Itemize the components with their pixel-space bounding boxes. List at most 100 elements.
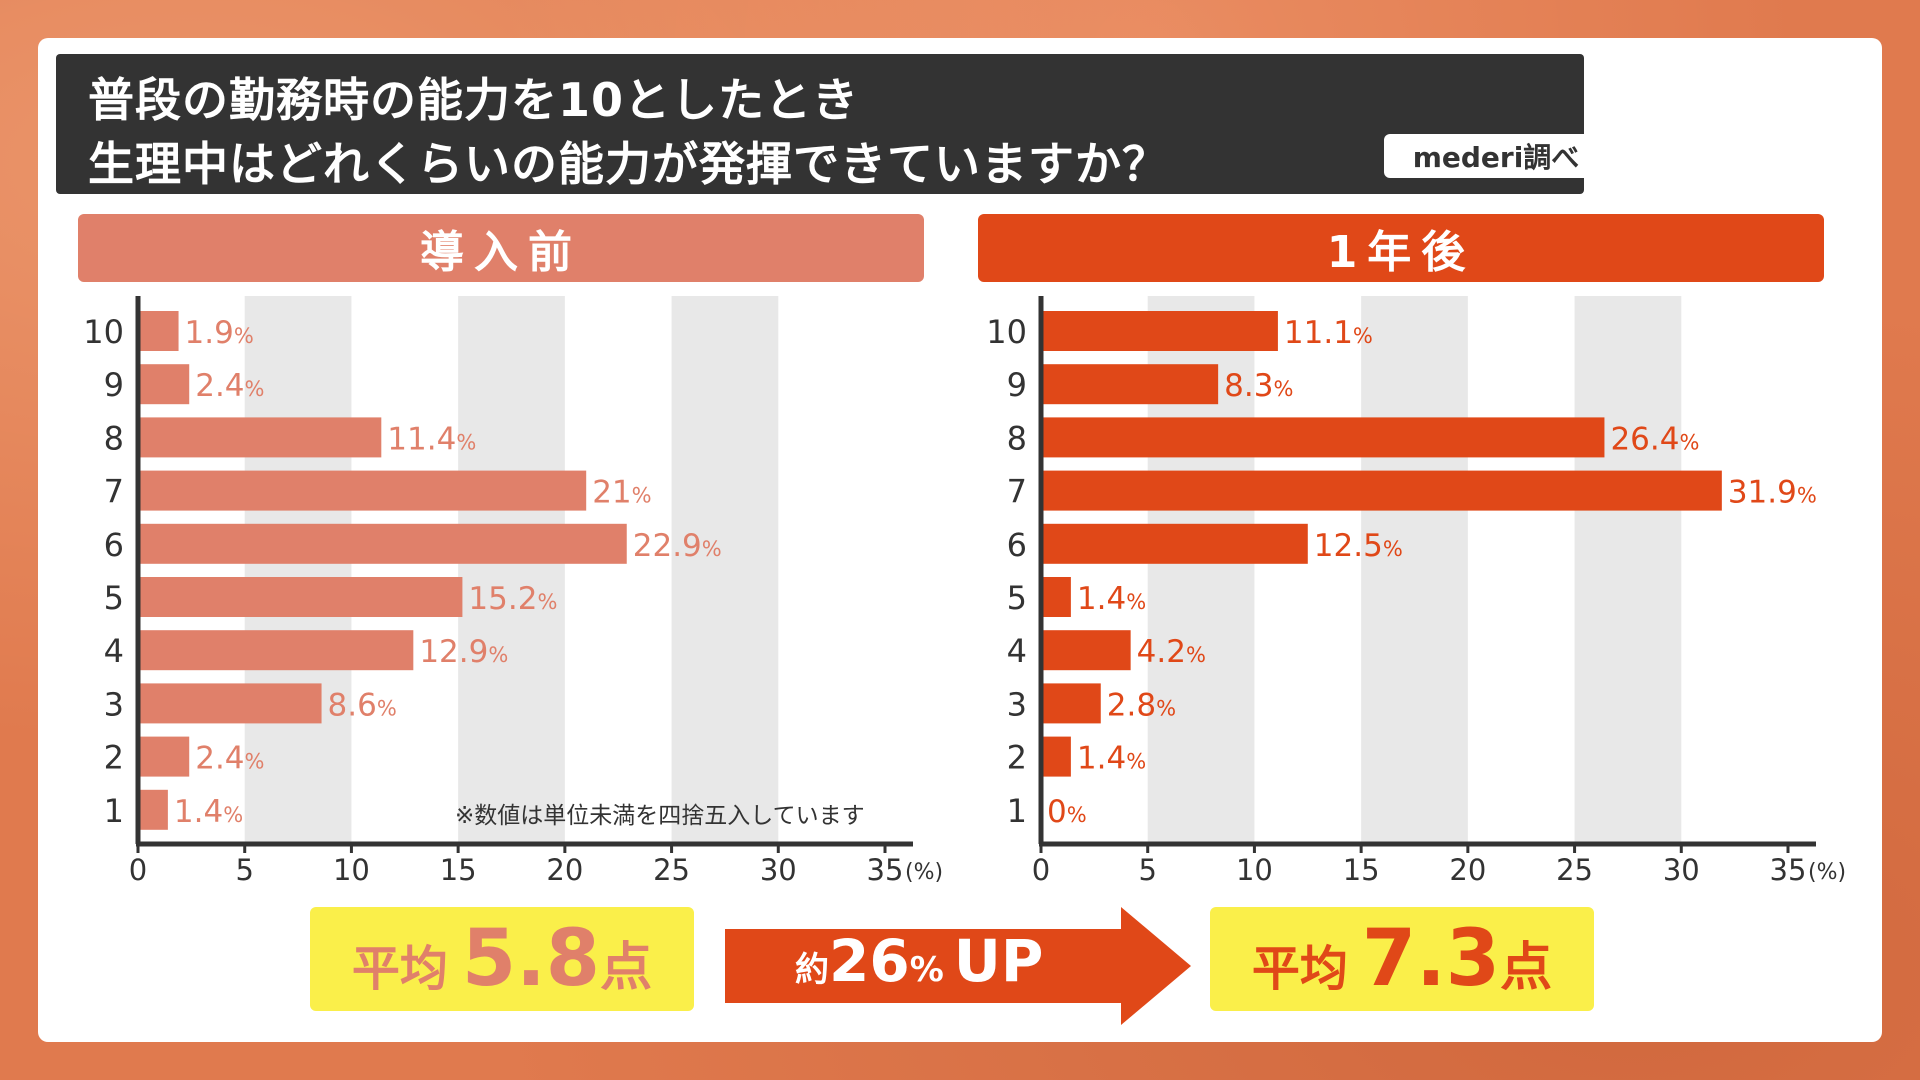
after-category-label: 6 (1007, 526, 1027, 564)
after-category-label: 5 (1007, 579, 1027, 617)
before-tick-label: 15 (440, 853, 477, 887)
after-tick-label: 30 (1663, 853, 1700, 887)
after-category-label: 2 (1007, 739, 1027, 777)
before-bar (138, 683, 322, 724)
score-after-label: 平均 (1251, 941, 1348, 997)
before-grid-band (671, 296, 779, 844)
after-value-label: 4.2% (1137, 634, 1206, 670)
before-tick-label: 10 (333, 853, 370, 887)
before-category-label: 10 (83, 313, 124, 351)
score-after: 平均 7.3 点 (1210, 907, 1594, 1011)
score-after-value: 7.3 (1361, 914, 1501, 1004)
before-value-label: 2.4% (195, 368, 264, 404)
before-bar (138, 577, 463, 617)
change-suffix: UP (953, 927, 1044, 995)
before-bar (138, 470, 587, 511)
change-value: 26 (829, 927, 910, 995)
after-category-label: 9 (1007, 366, 1027, 404)
title-line-2: 生理中はどれくらいの能力が発揮できていますか？ (88, 137, 1169, 191)
before-category-label: 9 (104, 366, 124, 404)
change-arrow: 約 26 % UP (725, 907, 1191, 1025)
before-tick-label: 5 (235, 853, 253, 887)
after-bar (1041, 683, 1101, 724)
after-bar (1041, 523, 1308, 564)
before-category-label: 7 (104, 473, 124, 511)
before-bar (138, 364, 190, 405)
before-category-label: 4 (104, 632, 124, 670)
after-bar (1041, 736, 1071, 777)
after-tick-label: 25 (1556, 853, 1593, 887)
before-grid-band (244, 296, 352, 844)
after-value-label: 11.1% (1284, 315, 1373, 351)
title-line-1: 普段の勤務時の能力を10としたとき (88, 73, 860, 127)
before-category-label: 3 (104, 685, 124, 723)
before-axis-unit: (%) (905, 860, 943, 885)
before-bar (138, 523, 627, 564)
before-bar (138, 311, 179, 351)
before-category-label: 5 (104, 579, 124, 617)
after-grid-band (1361, 296, 1468, 844)
before-grid-band (458, 296, 565, 844)
title-banner: 普段の勤務時の能力を10としたとき 生理中はどれくらいの能力が発揮できていますか… (56, 54, 1608, 194)
after-value-label: 12.5% (1314, 528, 1403, 564)
before-value-label: 8.6% (328, 687, 397, 723)
after-category-label: 3 (1007, 685, 1027, 723)
before-category-label: 8 (104, 419, 124, 457)
before-value-label: 12.9% (419, 634, 508, 670)
after-bar (1041, 630, 1131, 671)
before-bar (138, 630, 414, 671)
after-value-label: 1.4% (1077, 741, 1146, 777)
panel-header-before: 導入前 (78, 214, 924, 282)
after-tick-label: 35 (1770, 853, 1807, 887)
before-value-label: 22.9% (633, 528, 722, 564)
after-value-label: 1.4% (1077, 581, 1146, 617)
after-value-label: 31.9% (1728, 475, 1817, 511)
before-tick-label: 30 (760, 853, 797, 887)
change-prefix: 約 (795, 950, 829, 990)
after-grid-band (1574, 296, 1682, 844)
after-value-label: 0% (1047, 794, 1087, 830)
before-category-label: 1 (104, 792, 124, 830)
before-value-label: 2.4% (195, 741, 264, 777)
after-category-label: 1 (1007, 792, 1027, 830)
footnote: ※数値は単位未満を四捨五入しています (455, 803, 865, 829)
before-value-label: 21% (592, 475, 651, 511)
after-bar (1041, 364, 1219, 405)
before-tick-label: 0 (129, 853, 147, 887)
after-bar (1041, 417, 1605, 458)
before-value-label: 1.4% (174, 794, 243, 830)
before-value-label: 15.2% (468, 581, 557, 617)
before-category-label: 6 (104, 526, 124, 564)
before-category-label: 2 (104, 739, 124, 777)
score-before-label: 平均 (351, 941, 448, 997)
after-category-label: 10 (986, 313, 1027, 351)
before-tick-label: 35 (867, 853, 904, 887)
score-before-unit: 点 (600, 938, 653, 998)
after-category-label: 4 (1007, 632, 1027, 670)
before-bar (138, 736, 190, 777)
after-bar (1041, 577, 1071, 617)
before-tick-label: 25 (653, 853, 690, 887)
change-text: 約 26 % UP (795, 927, 1043, 995)
after-value-label: 2.8% (1107, 687, 1176, 723)
source-tag: mederi調べ (1384, 134, 1608, 178)
before-tick-label: 20 (546, 853, 583, 887)
score-after-unit: 点 (1500, 938, 1553, 998)
before-value-label: 11.4% (387, 421, 476, 457)
panel-header-after: 1年後 (978, 214, 1824, 282)
before-value-label: 1.9% (185, 315, 254, 351)
after-tick-label: 0 (1032, 853, 1050, 887)
after-tick-label: 10 (1236, 853, 1273, 887)
score-before: 平均 5.8 点 (310, 907, 694, 1011)
after-tick-label: 15 (1343, 853, 1380, 887)
after-value-label: 26.4% (1610, 421, 1699, 457)
after-axis-unit: (%) (1808, 860, 1846, 885)
after-category-label: 7 (1007, 473, 1027, 511)
score-before-value: 5.8 (461, 914, 601, 1004)
after-bar (1041, 470, 1722, 511)
before-bar (138, 417, 382, 458)
change-pct: % (909, 950, 944, 990)
arrow-shape (725, 907, 1191, 1025)
